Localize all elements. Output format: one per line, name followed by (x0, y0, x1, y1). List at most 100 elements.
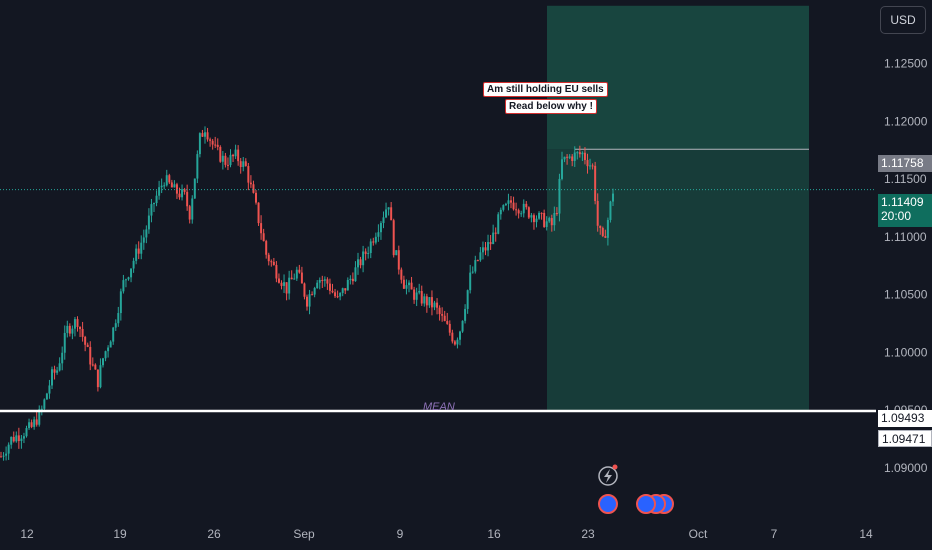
candle-body (453, 341, 456, 345)
candle-body (451, 332, 454, 342)
candle-body (550, 218, 553, 226)
candle-body (596, 200, 599, 226)
candle-body (334, 292, 337, 297)
candle-body (489, 242, 492, 245)
candle-body (48, 385, 51, 394)
x-tick-label: 23 (581, 527, 595, 541)
candle-body (107, 347, 110, 352)
candle-body (270, 261, 273, 263)
candle-body (293, 278, 296, 280)
candle-body (448, 323, 451, 333)
candle-body (122, 280, 125, 292)
mean-low-price-tag: 1.09471 (878, 430, 932, 447)
candle-body (209, 139, 212, 141)
candle-body (362, 251, 365, 266)
candle-body (374, 236, 377, 243)
candle-body (165, 175, 168, 186)
candle-body (285, 282, 288, 294)
candle-body (43, 399, 46, 409)
candle-body (99, 365, 102, 388)
candle-body (382, 217, 385, 224)
candle-body (474, 260, 477, 272)
currency-selector-button[interactable]: USD (880, 6, 926, 34)
candle-body (316, 282, 319, 289)
candle-body (15, 435, 18, 442)
candle-body (599, 225, 602, 229)
candle-body (170, 182, 173, 188)
candle-body (58, 363, 61, 371)
y-tick-label: 1.11500 (884, 172, 927, 186)
candle-body (2, 455, 5, 457)
candle-body (543, 213, 546, 227)
eu-flag-event-icon[interactable] (636, 494, 656, 514)
candle-body (73, 319, 76, 329)
candle-body (153, 203, 155, 205)
candle-body (7, 444, 10, 454)
current-price-value: 1.11409 (881, 195, 924, 209)
candle-body (466, 290, 469, 309)
candle-body (443, 315, 446, 321)
candle-body (438, 307, 441, 315)
time-axis[interactable]: 12 19 26 Sep 9 16 23 Oct 7 14 (20, 527, 873, 541)
candle-body (522, 203, 525, 214)
candle-body (117, 313, 120, 324)
candle-body (262, 233, 265, 242)
candle-body (538, 212, 541, 219)
candle-body (188, 206, 191, 220)
candle-body (484, 247, 487, 251)
candle-body (112, 327, 115, 342)
candle-body (479, 252, 482, 261)
candle-body (94, 364, 97, 370)
candle-body (313, 288, 316, 295)
eu-flag-event-icon[interactable] (598, 494, 618, 514)
target-zone-upper (547, 5, 809, 150)
candle-body (410, 282, 413, 290)
price-axis[interactable]: 1.12500 1.12000 1.11500 1.11000 1.10500 1.100… (884, 57, 928, 475)
candle-body (260, 223, 263, 234)
candle-body (303, 283, 306, 297)
candle-body (502, 205, 505, 210)
candle-body (226, 164, 229, 166)
candle-body (163, 185, 166, 187)
candle-body (583, 152, 586, 161)
candle-body (527, 207, 530, 218)
x-tick-label: Oct (689, 527, 708, 541)
candle-body (191, 198, 194, 220)
candle-body (104, 351, 107, 359)
candle-body (132, 260, 135, 269)
candle-body (459, 331, 461, 340)
candle-body (255, 192, 257, 203)
candle-body (563, 156, 566, 160)
candle-body (68, 325, 71, 334)
candle-body (530, 215, 533, 218)
current-price-tag: 1.11409 20:00 (878, 194, 932, 227)
candle-body (586, 160, 589, 167)
candle-body (308, 294, 311, 307)
candle-body (12, 436, 15, 442)
candle-body (487, 242, 490, 251)
candle-body (201, 133, 204, 137)
candle-body (364, 251, 367, 254)
candle-body (346, 279, 349, 291)
candle-body (408, 282, 410, 286)
candle-body (433, 302, 436, 308)
candle-body (512, 202, 515, 210)
x-tick-label: Sep (293, 527, 315, 541)
y-tick-label: 1.12000 (884, 114, 928, 128)
candle-body (206, 132, 209, 140)
candle-body (22, 436, 25, 439)
candle-body (102, 358, 104, 366)
annotation-line-2[interactable]: Read below why ! (505, 99, 597, 114)
event-markers[interactable] (598, 464, 674, 514)
annotation-line-1[interactable]: Am still holding EU sells (483, 82, 608, 97)
candle-body (601, 228, 604, 237)
candle-body (341, 288, 344, 293)
x-tick-label: 16 (487, 527, 501, 541)
flash-icon[interactable] (598, 466, 618, 486)
candle-body (145, 229, 148, 238)
candle-body (63, 332, 66, 353)
candle-body (476, 260, 479, 262)
candle-body (402, 279, 405, 289)
candle-body (481, 247, 484, 253)
